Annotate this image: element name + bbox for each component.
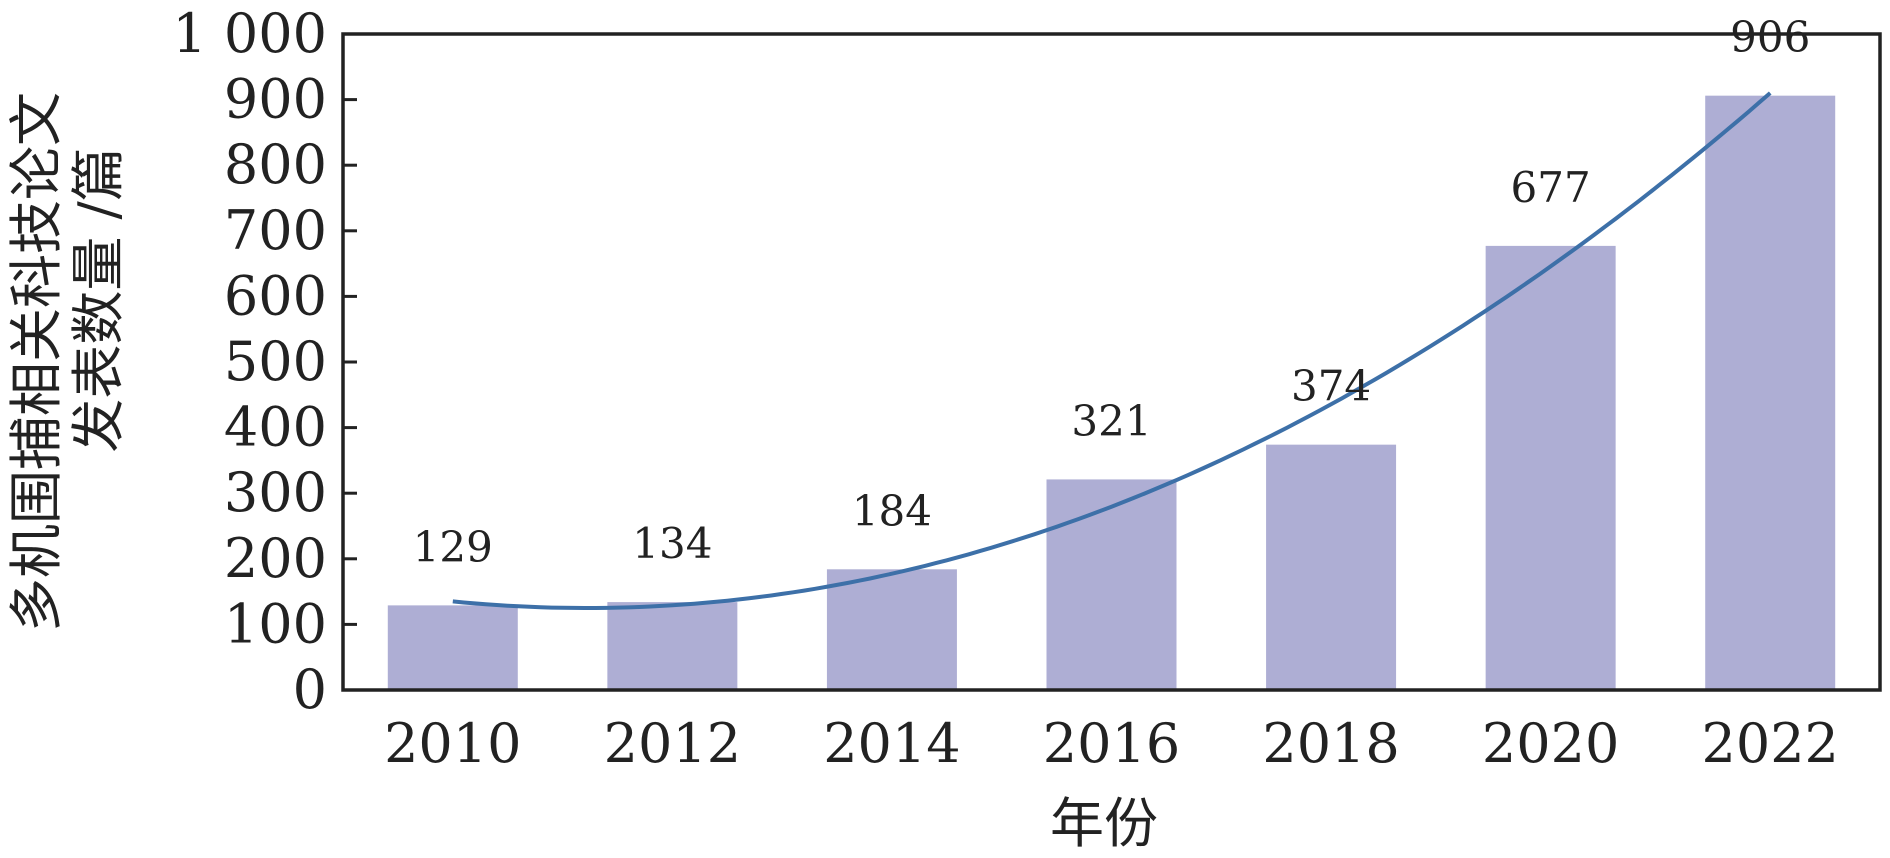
trendline bbox=[452, 91, 1772, 610]
data-label-2014: 184 bbox=[852, 486, 932, 535]
bar-2014 bbox=[826, 569, 957, 690]
data-label-2010: 129 bbox=[413, 522, 493, 571]
x-axis-title: 年份 bbox=[1050, 792, 1158, 855]
y-tick-label-1000: 1 000 bbox=[172, 2, 327, 65]
y-tick-label-800: 800 bbox=[224, 133, 327, 196]
y-tick-label-900: 900 bbox=[224, 68, 327, 131]
y-tick-label-700: 700 bbox=[224, 199, 327, 262]
x-tick-label-2022: 2022 bbox=[1701, 712, 1838, 775]
data-label-2012: 134 bbox=[632, 519, 712, 568]
x-tick-label-2016: 2016 bbox=[1043, 712, 1180, 775]
x-tick-label-2012: 2012 bbox=[604, 712, 741, 775]
y-tick-label-300: 300 bbox=[224, 461, 327, 524]
y-tick-label-0: 0 bbox=[293, 658, 327, 721]
x-tick-label-2020: 2020 bbox=[1482, 712, 1619, 775]
bar-2010 bbox=[387, 605, 518, 690]
x-tick-label-2018: 2018 bbox=[1262, 712, 1399, 775]
bars-group bbox=[387, 95, 1836, 690]
bar-2022 bbox=[1705, 95, 1836, 690]
x-tick-label-2014: 2014 bbox=[823, 712, 960, 775]
bar-2020 bbox=[1485, 245, 1616, 690]
y-axis-title-line2: 发表数量 /篇 bbox=[67, 147, 130, 452]
y-tick-label-500: 500 bbox=[224, 330, 327, 393]
y-tick-label-100: 100 bbox=[224, 592, 327, 655]
x-axis: 2010 2012 2014 2016 2018 2020 2022 bbox=[384, 712, 1839, 775]
data-label-2018: 374 bbox=[1291, 362, 1371, 411]
bar-2012 bbox=[607, 602, 738, 690]
bar-2018 bbox=[1266, 444, 1397, 690]
bar-2016 bbox=[1046, 479, 1177, 690]
data-label-2016: 321 bbox=[1071, 396, 1151, 445]
y-axis-title: 多机围捕相关科技论文 发表数量 /篇 bbox=[5, 92, 130, 632]
y-tick-label-600: 600 bbox=[224, 264, 327, 327]
y-tick-label-400: 400 bbox=[224, 396, 327, 459]
x-tick-label-2010: 2010 bbox=[384, 712, 521, 775]
data-labels-group: 129 134 184 321 374 677 906 bbox=[413, 13, 1811, 572]
data-label-2022: 906 bbox=[1730, 13, 1810, 62]
data-label-2020: 677 bbox=[1511, 163, 1591, 212]
y-axis-title-line1: 多机围捕相关科技论文 bbox=[5, 92, 68, 632]
y-tick-label-200: 200 bbox=[224, 527, 327, 590]
